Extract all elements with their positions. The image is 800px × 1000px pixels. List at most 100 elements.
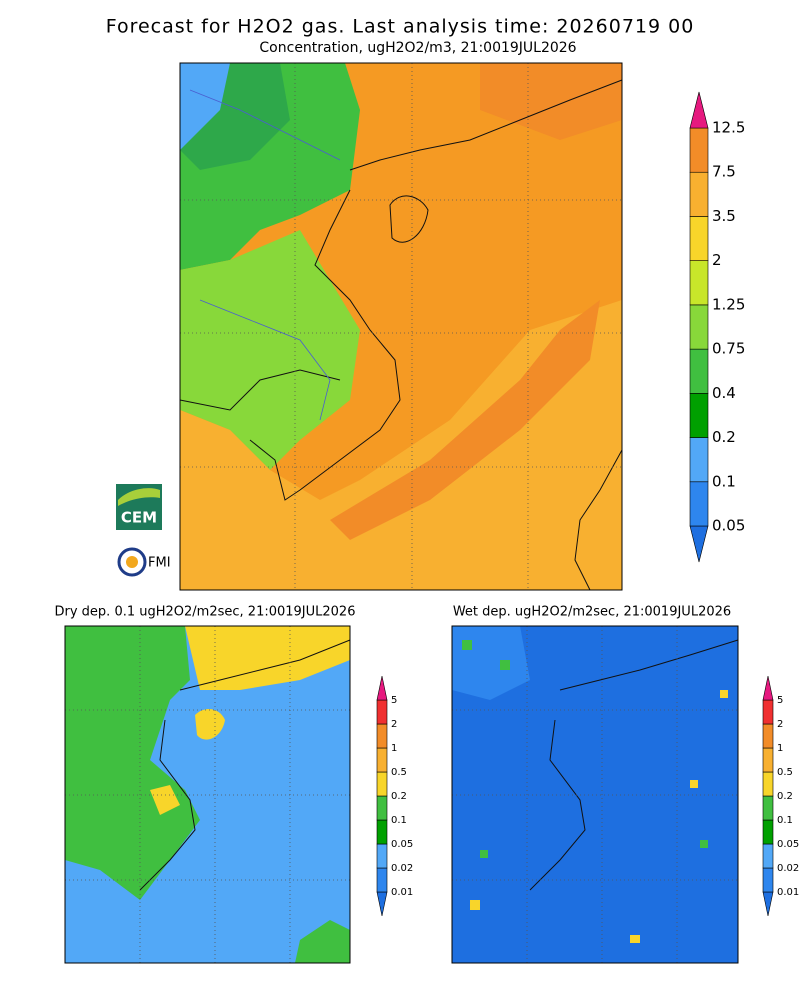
colorbar-triangle (762, 675, 774, 701)
colorbar-label: 2 (777, 719, 783, 730)
colorbar-band (376, 795, 388, 821)
colorbar-label: 1.25 (712, 295, 745, 313)
field-blue (180, 63, 230, 150)
colorbar-band (376, 723, 388, 749)
colorbar-band (689, 348, 709, 394)
colorbar-band (376, 819, 388, 845)
coastline (139, 639, 351, 891)
colorbar-label: 0.1 (712, 472, 736, 490)
field-cell (462, 640, 472, 650)
colorbar-band (762, 819, 774, 845)
dry-dep-map (64, 625, 351, 964)
colorbar-band (689, 171, 709, 217)
main-map (179, 62, 623, 591)
field-light-orange (180, 300, 622, 590)
colorbar-band (689, 481, 709, 527)
colorbar-label: 0.02 (777, 863, 799, 874)
coastline (249, 189, 401, 501)
colorbar-label: 12.5 (712, 119, 745, 137)
colorbar-band (762, 795, 774, 821)
field-yellow (185, 626, 350, 690)
colorbar-triangle (762, 891, 774, 917)
colorbar-label: 3.5 (712, 207, 736, 225)
colorbar-band (689, 216, 709, 261)
title: Forecast for H2O2 gas. Last analysis tim… (106, 16, 695, 38)
colorbar-band (689, 127, 709, 173)
field-cell (720, 690, 728, 698)
colorbar-label: 0.75 (712, 340, 745, 358)
colorbar-label: 0.2 (777, 791, 793, 802)
colorbar-band (689, 437, 709, 483)
colorbar-band (762, 699, 774, 725)
colorbar-label: 2 (391, 719, 397, 730)
field-cell (480, 850, 488, 858)
panel-title: Wet dep. ugH2O2/m2sec, 21:0019JUL2026 (453, 605, 731, 620)
fmi-logo: FMI (117, 547, 171, 577)
colorbar-label: 0.05 (777, 839, 799, 850)
border (179, 369, 341, 411)
map-frame (451, 625, 739, 964)
colorbar-label: 2 (712, 251, 722, 269)
map-frame (64, 625, 351, 964)
colorbar-band (376, 699, 388, 725)
logo-core (126, 556, 138, 568)
wet-dep-map (451, 625, 739, 964)
logo-swoosh (118, 488, 160, 506)
field-cell (690, 780, 698, 788)
colorbar-label: 0.2 (391, 791, 407, 802)
colorbar-label: 0.4 (712, 384, 736, 402)
field-green (65, 626, 200, 900)
grid-lines (180, 63, 622, 590)
colorbar-label: 0.1 (391, 815, 407, 826)
colorbar-label: 7.5 (712, 163, 736, 181)
colorbar-label: 1 (777, 743, 783, 754)
grid-lines (65, 626, 350, 963)
colorbar-band (689, 260, 709, 306)
colorbar-label: 5 (777, 695, 783, 706)
colorbar-label: 0.05 (391, 839, 413, 850)
map-frame (179, 62, 623, 591)
colorbar-band (376, 843, 388, 869)
panel-title: Dry dep. 0.1 ugH2O2/m2sec, 21:0019JUL202… (55, 605, 356, 620)
field-orange-band (330, 300, 600, 540)
colorbar-triangle (689, 91, 709, 129)
colorbar-triangle (689, 525, 709, 563)
coastline (574, 449, 623, 591)
colorbar-triangle (376, 675, 388, 701)
colorbar-band (762, 843, 774, 869)
colorbar-label: 0.5 (777, 767, 793, 778)
logo-text: FMI (148, 556, 171, 571)
colorbar-band (376, 867, 388, 893)
colorbar-band (689, 304, 709, 350)
colorbar-band (762, 771, 774, 797)
colorbar-band (376, 747, 388, 773)
field-orange-north (480, 63, 622, 140)
subtitle: Concentration, ugH2O2/m3, 21:0019JUL2026 (259, 40, 576, 56)
colorbar-band (762, 867, 774, 893)
colorbar-label: 1 (391, 743, 397, 754)
cem-logo: CEM (116, 484, 162, 530)
field-cell (500, 660, 510, 670)
colorbar-band (762, 723, 774, 749)
colorbar-label: 0.01 (777, 887, 799, 898)
coastline-island (389, 195, 429, 243)
coastline (529, 639, 739, 891)
field-light-green (180, 230, 360, 470)
colorbar-label: 0.02 (391, 863, 413, 874)
colorbar-label: 0.1 (777, 815, 793, 826)
colorbar-label: 0.01 (391, 887, 413, 898)
field-yellow (150, 785, 180, 815)
colorbar-label: 5 (391, 695, 397, 706)
field-cell (630, 935, 640, 943)
logo-ring (117, 547, 147, 577)
logo-text: CEM (121, 509, 157, 527)
colorbar-label: 0.5 (391, 767, 407, 778)
colorbar-band (376, 771, 388, 797)
field-cell (700, 840, 708, 848)
river (189, 89, 341, 421)
colorbar-label: 0.2 (712, 428, 736, 446)
field-green (295, 920, 350, 963)
colorbar-band (689, 393, 709, 438)
